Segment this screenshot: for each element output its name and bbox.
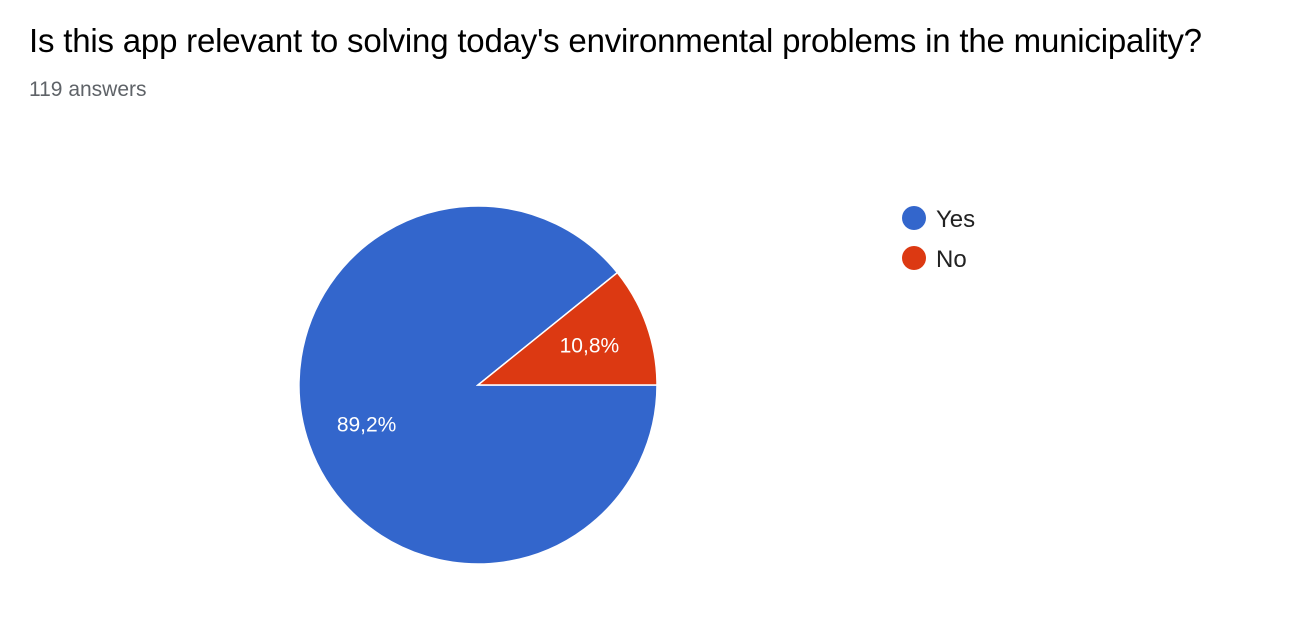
slice-label-yes: 89,2% [337,413,397,436]
legend-item-yes[interactable]: Yes [902,206,975,233]
legend-label-yes: Yes [936,206,975,233]
chart-title: Is this app relevant to solving today's … [29,22,1202,59]
legend-item-no[interactable]: No [902,246,967,273]
slice-label-no: 10,8% [560,335,620,358]
legend-label-no: No [936,246,967,273]
pie-slice-no[interactable] [475,271,658,386]
answers-count: 119 answers [29,78,147,101]
legend-swatch-yes [902,206,926,230]
legend-swatch-no [902,246,926,270]
